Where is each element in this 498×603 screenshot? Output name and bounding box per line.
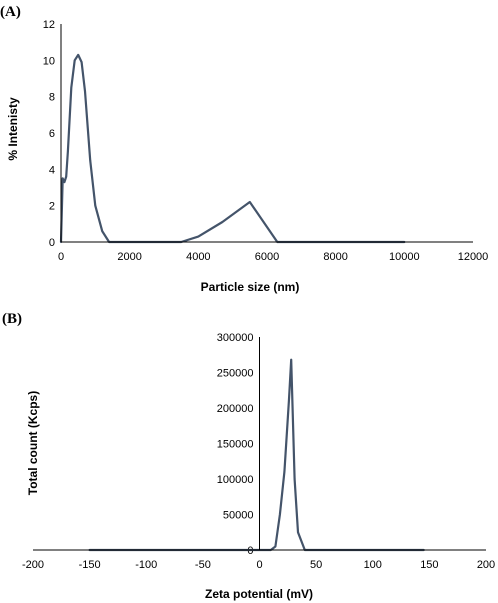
x-tick-label: 100 bbox=[364, 559, 382, 571]
x-tick-label: 150 bbox=[420, 559, 438, 571]
x-tick-label: 10000 bbox=[389, 251, 420, 263]
x-tick-label: 8000 bbox=[323, 251, 347, 263]
series-lines-a bbox=[59, 53, 406, 244]
x-tick-label: 12000 bbox=[458, 251, 489, 263]
y-tick-label: 8 bbox=[49, 92, 55, 104]
y-tick-label: 6 bbox=[49, 128, 55, 140]
y-tick-label: 4 bbox=[49, 164, 55, 176]
x-axis-title-a: Particle size (nm) bbox=[201, 280, 300, 294]
series-line bbox=[88, 358, 425, 552]
y-tick-label: 10 bbox=[43, 55, 55, 67]
series-lines-b bbox=[88, 358, 425, 552]
y-tick-label: 50000 bbox=[223, 510, 254, 522]
chart-panel-b: (B) 0 50000 100000 150000 200000 250000 300000… bbox=[2, 311, 495, 601]
x-tick-label: 2000 bbox=[117, 251, 141, 263]
y-tick-labels-a: 0 2 4 6 8 10 12 bbox=[43, 19, 55, 249]
y-tick-label: 100000 bbox=[217, 474, 254, 486]
y-tick-label: 300000 bbox=[217, 332, 254, 344]
x-tick-label: 0 bbox=[58, 251, 64, 263]
y-tick-label: 250000 bbox=[217, 368, 254, 380]
x-tick-label: -100 bbox=[135, 559, 157, 571]
x-tick-label: -200 bbox=[22, 559, 44, 571]
x-tick-label: 0 bbox=[256, 559, 262, 571]
y-tick-label: 12 bbox=[43, 19, 55, 31]
x-tick-label: -50 bbox=[195, 559, 211, 571]
x-tick-labels-a: 0 2000 4000 6000 8000 10000 12000 bbox=[58, 251, 488, 263]
x-tick-label: -150 bbox=[79, 559, 101, 571]
y-tick-label: 150000 bbox=[217, 439, 254, 451]
x-axis-title-b: Zeta potential (mV) bbox=[205, 587, 313, 601]
x-tick-label: 50 bbox=[310, 559, 322, 571]
x-tick-label: 4000 bbox=[186, 251, 210, 263]
x-tick-label: 6000 bbox=[255, 251, 279, 263]
x-tick-label: 200 bbox=[477, 559, 495, 571]
chart-panel-a: (A) 0 2 4 6 8 10 12 0 2000 4000 6000 8000 10000 1200… bbox=[0, 4, 488, 294]
panel-label-a: (A) bbox=[0, 4, 21, 20]
panel-label-b: (B) bbox=[2, 311, 22, 327]
y-axis-title-a: % Intenisty bbox=[6, 97, 20, 161]
y-tick-label: 200000 bbox=[217, 403, 254, 415]
y-tick-label: 0 bbox=[49, 237, 55, 249]
y-tick-label: 2 bbox=[49, 201, 55, 213]
y-axis-title-b: Total count (Kcps) bbox=[26, 391, 40, 495]
x-tick-labels-b: -200 -150 -100 -50 0 50 100 150 200 bbox=[22, 559, 495, 571]
series-line bbox=[59, 53, 406, 244]
